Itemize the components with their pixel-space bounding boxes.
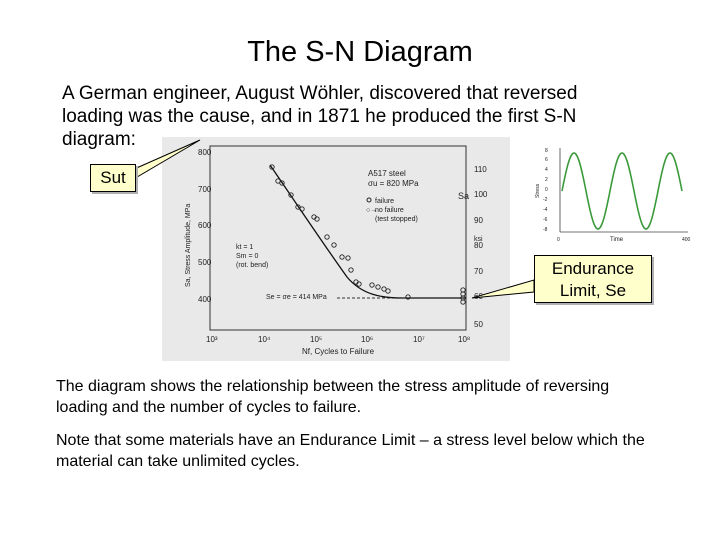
rot-bend-label: (rot. bend): [236, 262, 268, 269]
sn-diagram-figure: 800 700 600 500 400 Sa, Stress Amplitude…: [162, 137, 510, 361]
sut-callout: Sut: [90, 164, 136, 192]
endurance-limit-callout: Endurance Limit, Se: [534, 255, 652, 303]
x-tick: 10⁸: [458, 335, 470, 344]
x-tick: 10³: [206, 335, 218, 344]
x-tick: 10⁶: [361, 335, 373, 344]
material-label: A517 steel: [368, 169, 406, 178]
left-tick: 600: [198, 221, 212, 230]
legend-no-failure: no failure: [375, 207, 404, 214]
paragraph-endurance-note: Note that some materials have an Enduran…: [56, 432, 645, 470]
legend-test-stopped: (test stopped): [375, 216, 418, 223]
right-tick: 100: [474, 190, 488, 199]
legend-no-failure-marker: ○→: [366, 207, 377, 214]
right-axis-unit: ksi: [474, 236, 483, 243]
kt-label: kt = 1: [236, 244, 253, 251]
sut-label: Sut: [100, 168, 126, 187]
x-tick: 10⁵: [310, 335, 322, 344]
left-tick: 800: [198, 148, 212, 157]
right-tick: 50: [474, 320, 483, 329]
inset-y-tick: -6: [543, 217, 548, 223]
paragraph-relationship: The diagram shows the relationship betwe…: [56, 378, 610, 416]
right-tick: 70: [474, 267, 483, 276]
inset-x-label: Time: [610, 237, 624, 243]
inset-y-tick: 0: [545, 187, 548, 193]
inset-x-tick: 0: [557, 237, 560, 243]
endurance-label-line1: Endurance: [551, 259, 635, 278]
stress-time-inset: 8 6 4 2 0 -2 -4 -6 -8 Stress 0 Time 400: [535, 148, 691, 243]
inset-y-label: Stress: [535, 183, 541, 198]
inset-y-tick: 2: [545, 177, 548, 183]
right-tick: 110: [474, 165, 487, 174]
legend-failure: failure: [375, 198, 394, 205]
material-strength: σu = 820 MPa: [368, 179, 419, 188]
left-tick: 500: [198, 258, 212, 267]
left-tick: 700: [198, 185, 212, 194]
inset-y-tick: -2: [543, 197, 548, 203]
se-label: Se = σe = 414 MPa: [266, 294, 327, 301]
endurance-label-line2: Limit, Se: [559, 281, 627, 300]
right-axis-symbol: Sa: [458, 191, 469, 201]
inset-y-tick: 6: [545, 157, 548, 163]
left-tick: 400: [198, 295, 212, 304]
right-tick: 90: [474, 216, 483, 225]
inset-y-tick: -8: [543, 227, 548, 233]
left-axis-label: Sa, Stress Amplitude, MPa: [185, 204, 192, 287]
inset-x-tick: 400: [682, 237, 691, 243]
right-tick: 80: [474, 241, 483, 250]
inset-y-tick: 8: [545, 148, 548, 154]
inset-y-tick: -4: [543, 207, 548, 213]
inset-y-tick: 4: [545, 167, 548, 173]
data-points: [269, 164, 466, 305]
stress-sine-wave: [561, 152, 683, 230]
plot-frame: [209, 145, 467, 331]
sn-diagram-plot: 800 700 600 500 400 Sa, Stress Amplitude…: [185, 145, 488, 356]
slide-title: The S-N Diagram: [247, 36, 473, 68]
intro-text: A German engineer, August Wöhler, discov…: [62, 83, 578, 150]
sm-label: Sm = 0: [236, 253, 258, 260]
sn-curve: [269, 164, 466, 299]
x-axis-label: Nf, Cycles to Failure: [302, 347, 375, 356]
x-tick: 10⁴: [258, 335, 271, 344]
right-tick: 60: [474, 292, 483, 301]
x-tick: 10⁷: [413, 335, 425, 344]
legend-failure-marker: [366, 197, 372, 203]
